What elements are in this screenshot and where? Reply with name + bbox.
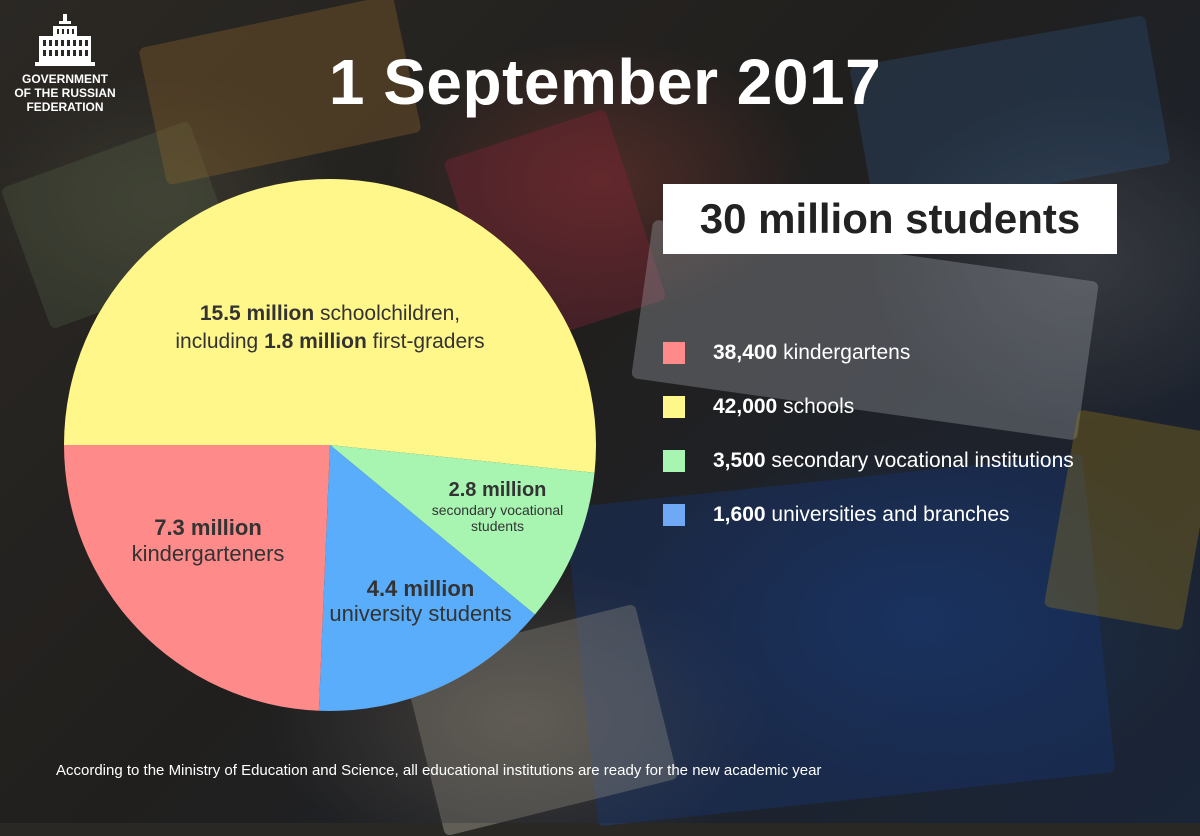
legend-swatch	[663, 396, 685, 418]
legend-swatch	[663, 504, 685, 526]
page-title: 1 September 2017	[328, 46, 882, 118]
legend-text: 38,400 kindergartens	[713, 336, 910, 370]
legend-swatch	[663, 450, 685, 472]
vocational-text-1: secondary vocational	[431, 502, 564, 518]
first-graders-text: first-graders	[366, 330, 485, 353]
legend-label: kindergartens	[783, 341, 911, 364]
legend-text: 3,500 secondary vocational institutions	[713, 444, 1074, 478]
legend-label: secondary vocational institutions	[771, 449, 1074, 472]
schoolchildren-text: schoolchildren,	[314, 302, 461, 325]
slice-label-vocational: 2.8 million secondary vocational student…	[410, 478, 585, 534]
kindergarteners-value: 7.3 million	[154, 515, 262, 540]
footnote: According to the Ministry of Education a…	[56, 762, 822, 779]
slice-label-university: 4.4 million university students	[318, 576, 523, 626]
pie-slice-schoolchildren	[63, 178, 596, 473]
legend-label: schools	[783, 395, 855, 418]
legend-value: 38,400	[713, 341, 778, 364]
vocational-text-2: students	[471, 518, 524, 534]
pie-slice-vocational	[330, 445, 595, 615]
university-text: university students	[329, 601, 512, 626]
slice-label-kindergarteners: 7.3 million kindergarteners	[108, 515, 308, 567]
legend-label: universities and branches	[771, 503, 1010, 526]
schoolchildren-including-text: including	[175, 330, 265, 353]
emblem-text: GOVERNMENT OF THE RUSSIAN FEDERATION	[14, 72, 116, 114]
vocational-value: 2.8 million	[448, 479, 547, 501]
legend-value: 42,000	[713, 395, 778, 418]
legend-value: 1,600	[713, 503, 766, 526]
total-students-badge: 30 million students	[663, 184, 1117, 254]
pie-slice-kindergarteners	[64, 445, 330, 711]
legend-text: 1,600 universities and branches	[713, 498, 1010, 532]
slice-label-schoolchildren: 15.5 million schoolchildren, including 1…	[120, 300, 540, 356]
legend-value: 3,500	[713, 449, 766, 472]
first-graders-value: 1.8 million	[264, 330, 367, 353]
schoolchildren-value: 15.5 million	[199, 302, 315, 325]
government-emblem: GOVERNMENT OF THE RUSSIAN FEDERATION	[10, 12, 120, 114]
pie-slice-university	[318, 445, 535, 712]
legend-text: 42,000 schools	[713, 390, 854, 424]
kindergarteners-text: kindergarteners	[131, 541, 285, 566]
university-value: 4.4 million	[366, 576, 475, 601]
legend-swatch	[663, 342, 685, 364]
government-building-icon	[35, 14, 95, 66]
